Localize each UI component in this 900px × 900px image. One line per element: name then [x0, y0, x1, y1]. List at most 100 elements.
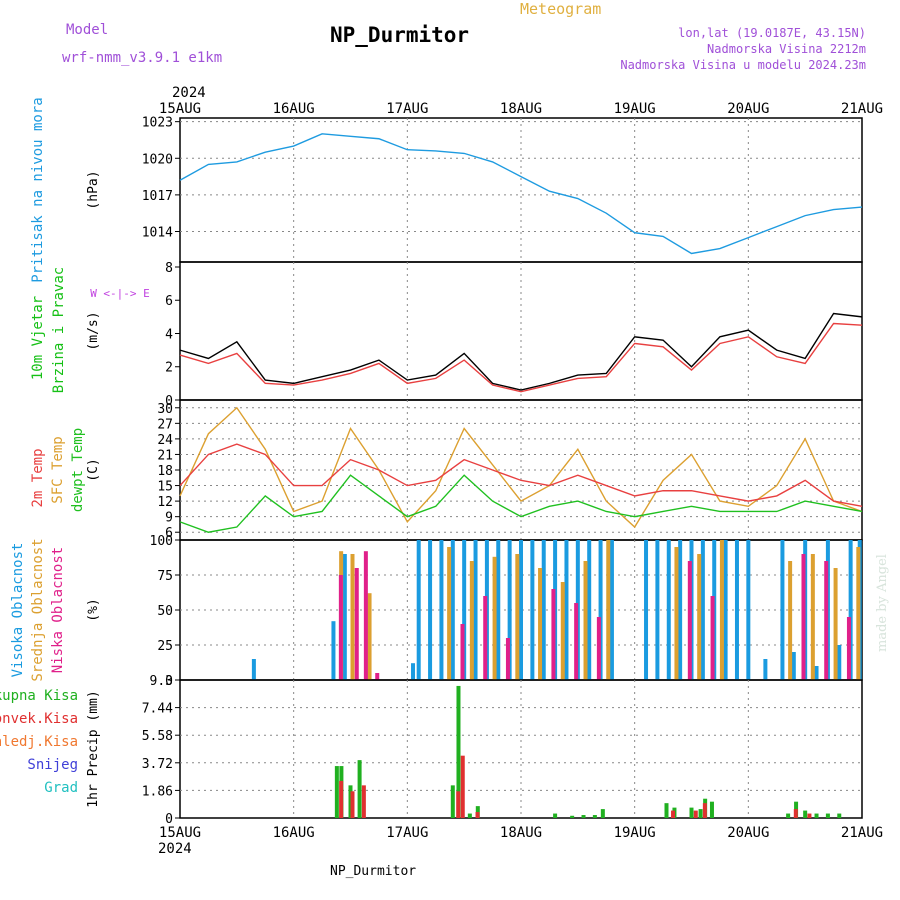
bar-cloud [824, 561, 829, 680]
bar-cloud [251, 659, 256, 680]
y-tick-label: 3.72 [142, 757, 173, 772]
bar-cloud [606, 540, 611, 680]
bar-cloud [505, 638, 510, 680]
bar-precipitation [689, 807, 694, 818]
bar-cloud [416, 540, 421, 680]
y-tick-label: 5.58 [142, 729, 173, 744]
bar-cloud [450, 540, 455, 680]
y-axis-label: (m/s) [86, 311, 101, 350]
precip-legend-item: Ukupna Kisa [0, 688, 78, 704]
y-tick-label: 0 [165, 812, 173, 827]
x-tick-label-top: 17AUG [386, 101, 428, 117]
bar-cloud [338, 575, 343, 680]
bar-cloud [331, 621, 336, 680]
x-tick-label-top: 19AUG [614, 101, 656, 117]
series-line-wind-0 [179, 312, 863, 391]
bar-cloud [598, 540, 603, 680]
bar-precipitation [698, 809, 703, 818]
x-tick-label-bottom: 15AUG [159, 825, 201, 841]
bar-cloud [367, 593, 372, 680]
y-tick-label: 25 [157, 639, 173, 654]
bar-cloud [411, 663, 416, 680]
series-line-pressure-0 [179, 133, 863, 255]
y-axis-label: 1hr Precip (mm) [86, 690, 101, 807]
bar-precipitation [837, 813, 842, 818]
bar-cloud [609, 540, 614, 680]
bar-cloud [519, 540, 523, 680]
y-tick-label: 9 [165, 511, 173, 526]
bar-precipitation [581, 815, 586, 818]
bar-precipitation [825, 813, 830, 818]
bar-precipitation [807, 813, 812, 818]
bar-precipitation [475, 812, 480, 818]
series-line-temperature-0 [179, 406, 863, 529]
bar-precipitation [600, 809, 605, 818]
bar-cloud [587, 540, 592, 680]
y-tick-label: 100 [150, 534, 173, 549]
cloud-side-label-3: Niska Oblacnost [50, 547, 66, 673]
wind-side-label-2: Brzina i Pravac [51, 267, 67, 393]
bar-cloud [460, 624, 465, 680]
y-tick-label: 1017 [142, 189, 173, 204]
bar-cloud [583, 561, 588, 680]
y-tick-label: 50 [157, 604, 173, 619]
model-label: Model [66, 22, 108, 38]
precip-legend-item: Konvek.Kisa [0, 711, 78, 727]
bar-cloud [507, 540, 512, 680]
bar-cloud [596, 617, 601, 680]
bar-cloud [462, 540, 467, 680]
compass-label: W <-|-> E [90, 287, 150, 300]
bar-precipitation [553, 813, 558, 818]
bar-precipitation [786, 813, 791, 818]
series-line-wind-1 [179, 322, 863, 393]
bar-cloud [439, 540, 444, 680]
y-tick-label: 18 [157, 464, 173, 479]
bar-cloud [538, 568, 543, 680]
y-tick-label: 1.86 [142, 784, 173, 799]
bar-cloud [469, 561, 474, 680]
y-tick-label: 2 [165, 361, 173, 376]
bar-cloud [447, 547, 452, 680]
bar-cloud [666, 540, 671, 680]
y-tick-label: 1023 [142, 116, 173, 131]
bar-cloud [655, 540, 660, 680]
bar-cloud [560, 582, 565, 680]
y-tick-label: 15 [157, 480, 173, 495]
x-tick-label-bottom: 19AUG [614, 825, 656, 841]
bar-cloud [375, 673, 380, 680]
bar-cloud [551, 589, 556, 680]
bar-cloud [496, 540, 501, 680]
bar-precipitation [361, 785, 366, 818]
bar-cloud [515, 554, 520, 680]
y-tick-label: 0 [165, 394, 173, 409]
y-tick-label: 12 [157, 495, 173, 510]
y-tick-label: 0 [165, 674, 173, 689]
precip-legend-item: Grad [44, 780, 78, 796]
model-altitude-label: Nadmorska Visina u modelu 2024.23m [620, 58, 866, 72]
bar-precipitation [456, 791, 461, 818]
bar-cloud [428, 540, 433, 680]
bar-cloud [856, 547, 861, 680]
bar-precipitation [693, 810, 698, 818]
bar-cloud [788, 561, 793, 680]
y-tick-label: 9.3 [150, 674, 173, 689]
temp-side-label-1: 2m Temp [30, 448, 46, 507]
x-tick-label-top: 18AUG [500, 101, 542, 117]
bar-precipitation [709, 801, 714, 818]
bar-cloud [473, 540, 478, 680]
cloud-side-label-2: Srednja Oblacnost [30, 538, 46, 681]
bar-precipitation [702, 803, 707, 818]
y-tick-label: 21 [157, 448, 173, 463]
x-tick-label-bottom: 17AUG [386, 825, 428, 841]
bar-cloud [644, 540, 649, 680]
y-axis-label: (%) [86, 598, 101, 621]
bar-precipitation [570, 815, 575, 818]
y-tick-label: 7.44 [142, 702, 173, 717]
bar-cloud [848, 540, 853, 680]
page-title: NP_Durmitor [330, 23, 469, 47]
x-tick-label-bottom: 16AUG [273, 825, 315, 841]
bar-cloud [541, 540, 546, 680]
bar-precipitation [334, 766, 339, 818]
bar-precipitation [803, 810, 808, 818]
x-tick-label-top: 16AUG [273, 101, 315, 117]
